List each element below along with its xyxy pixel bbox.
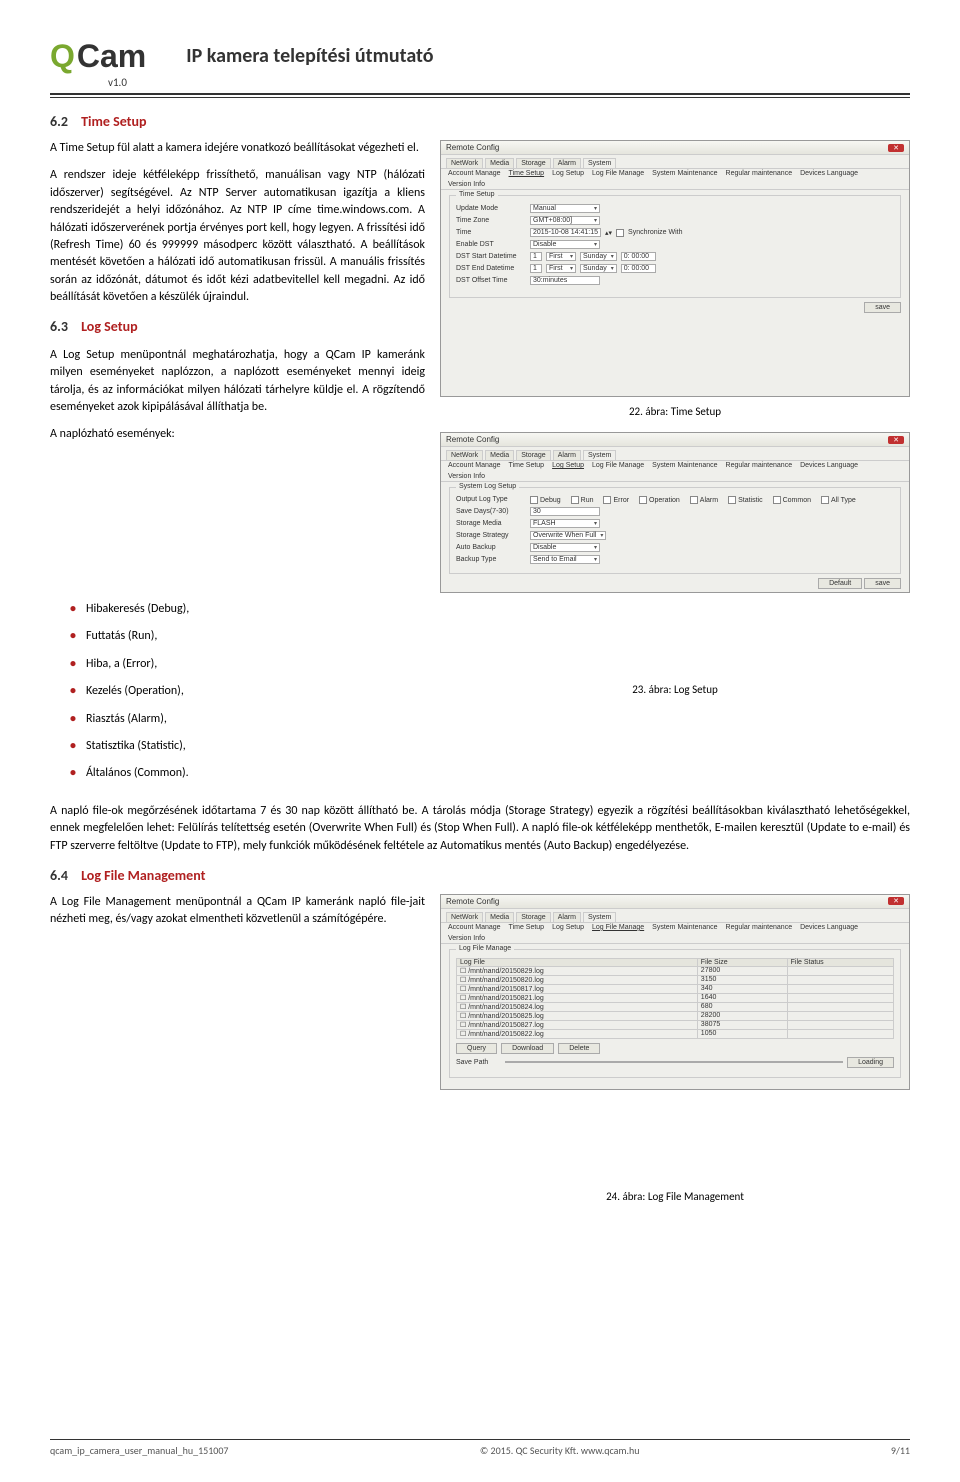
table-row[interactable]: ☐ /mnt/nand/20150827.log38075 [457, 1020, 894, 1029]
tab-storage[interactable]: Storage [516, 158, 551, 168]
caption-22: 22. ábra: Time Setup [440, 405, 910, 418]
list-item: Futtatás (Run), [70, 628, 425, 645]
list-item: Hibakeresés (Debug), [70, 601, 425, 618]
main-tabs: NetWork Media Storage Alarm System [441, 447, 909, 461]
table-row[interactable]: ☐ /mnt/nand/20150829.log27800 [457, 966, 894, 975]
sub-tabs: Account Manage Time Setup Log Setup Log … [441, 923, 909, 944]
tab-system[interactable]: System [583, 158, 616, 168]
table-row[interactable]: ☐ /mnt/nand/20150822.log1050 [457, 1029, 894, 1038]
save-button[interactable]: save [864, 578, 901, 589]
table-row[interactable]: ☐ /mnt/nand/20150817.log340 [457, 984, 894, 993]
section-6-4-text: A Log File Management menüpontnál a QCam… [50, 894, 425, 939]
log-file-table: Log File File Size File Status ☐ /mnt/na… [456, 958, 894, 1039]
footer-left: qcam_ip_camera_user_manual_hu_151007 [50, 1444, 229, 1457]
rule-thin [50, 97, 910, 98]
page-footer: qcam_ip_camera_user_manual_hu_151007 © 2… [50, 1439, 910, 1457]
list-item: Kezelés (Operation), [70, 683, 425, 700]
delete-button[interactable]: Delete [558, 1043, 600, 1054]
caption-23: 23. ábra: Log Setup [440, 683, 910, 696]
list-item: Riasztás (Alarm), [70, 711, 425, 728]
table-row[interactable]: ☐ /mnt/nand/20150821.log1640 [457, 993, 894, 1002]
query-button[interactable]: Query [456, 1043, 497, 1054]
close-icon[interactable]: ✕ [888, 897, 904, 905]
tab-network[interactable]: NetWork [446, 158, 483, 168]
section-6-2-text: A Time Setup fül alatt a kamera idejére … [50, 140, 425, 454]
window-titlebar: Remote Config ✕ [441, 141, 909, 155]
sync-checkbox[interactable] [616, 229, 624, 237]
list-item: Hiba, a (Error), [70, 656, 425, 673]
close-icon[interactable]: ✕ [888, 144, 904, 152]
list-item: Statisztika (Statistic), [70, 738, 425, 755]
footer-mid: © 2015. QC Security Kft. www.qcam.hu [480, 1444, 640, 1457]
save-path-input[interactable] [505, 1061, 843, 1063]
timezone-select[interactable]: GMT+08:00] [530, 216, 600, 225]
table-row[interactable]: ☐ /mnt/nand/20150825.log28200 [457, 1011, 894, 1020]
tab-media[interactable]: Media [485, 158, 514, 168]
heading-6-4: 6.4 Log File Management [50, 867, 910, 884]
logo-q: Q [50, 40, 75, 72]
tab-alarm[interactable]: Alarm [553, 158, 581, 168]
save-button[interactable]: save [864, 302, 901, 313]
logo: Q Cam [50, 40, 146, 72]
close-icon[interactable]: ✕ [888, 436, 904, 444]
doc-title: IP kamera telepítési útmutató [186, 44, 433, 68]
version-label: v1.0 [108, 76, 910, 89]
heading-6-3: 6.3 Log Setup [50, 317, 425, 337]
screenshot-log-file: Remote Config ✕ NetWork Media Storage Al… [440, 894, 910, 1090]
sub-tabs: Account Manage Time Setup Log Setup Log … [441, 461, 909, 482]
main-tabs: NetWork Media Storage Alarm System [441, 909, 909, 923]
loading-button[interactable]: Loading [847, 1057, 894, 1068]
main-tabs: NetWork Media Storage Alarm System [441, 155, 909, 169]
default-button[interactable]: Default [818, 578, 862, 589]
auto-backup-select[interactable]: Disable [530, 543, 600, 552]
page-header: Q Cam IP kamera telepítési útmutató [50, 40, 910, 72]
heading-6-2: 6.2 Time Setup [50, 113, 910, 130]
event-list: Hibakeresés (Debug), Futtatás (Run), Hib… [50, 601, 425, 783]
footer-right: 9/11 [891, 1444, 910, 1457]
storage-strategy-select[interactable]: Overwrite When Full [530, 531, 606, 540]
window-titlebar: Remote Config ✕ [441, 895, 909, 909]
section-6-3-para2: A napló file-ok megőrzésének időtartama … [50, 803, 910, 855]
logo-cam: Cam [77, 40, 146, 72]
rule-thick [50, 93, 910, 95]
backup-type-select[interactable]: Send to Email [530, 555, 600, 564]
download-button[interactable]: Download [501, 1043, 554, 1054]
sub-tabs: Account Manage Time Setup Log Setup Log … [441, 169, 909, 190]
table-row[interactable]: ☐ /mnt/nand/20150820.log3150 [457, 975, 894, 984]
table-row[interactable]: ☐ /mnt/nand/20150824.log680 [457, 1002, 894, 1011]
dst-select[interactable]: Disable [530, 240, 600, 249]
storage-media-select[interactable]: FLASH [530, 519, 600, 528]
screenshot-time-setup: Remote Config ✕ NetWork Media Storage Al… [440, 140, 910, 397]
time-input[interactable]: 2015-10-08 14:41:15 [530, 228, 601, 237]
caption-24: 24. ábra: Log File Management [440, 1190, 910, 1203]
save-days-input[interactable]: 30 [530, 507, 600, 516]
list-item: Általános (Common). [70, 765, 425, 782]
window-titlebar: Remote Config ✕ [441, 433, 909, 447]
screenshot-log-setup: Remote Config ✕ NetWork Media Storage Al… [440, 432, 910, 593]
update-mode-select[interactable]: Manual [530, 204, 600, 213]
